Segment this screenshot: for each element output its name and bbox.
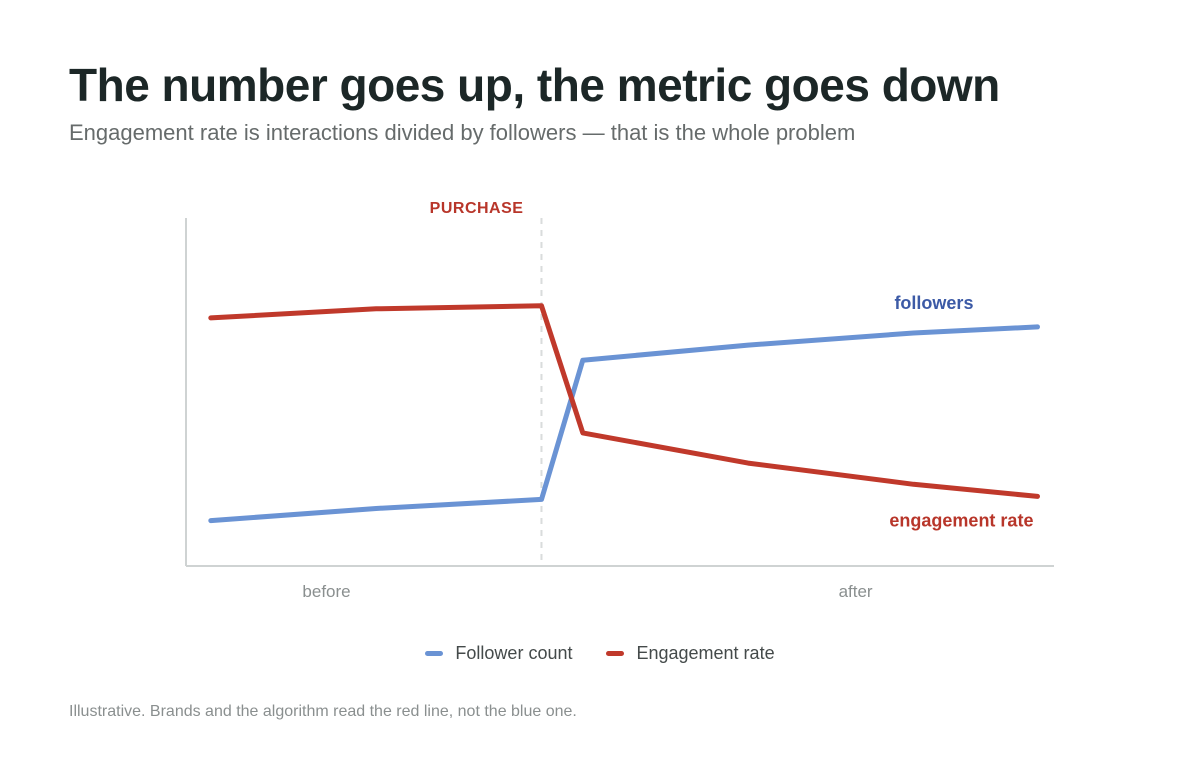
series-label-followers: followers	[894, 293, 973, 313]
legend-swatch-engagement	[606, 651, 625, 656]
chart-title: The number goes up, the metric goes down	[69, 59, 1000, 111]
series-line-engagement-rate	[208, 303, 1040, 499]
legend-label-followers: Follower count	[455, 643, 573, 663]
x-axis-label-after: after	[839, 582, 873, 601]
legend-item-engagement: Engagement rate	[606, 643, 775, 664]
footnote: Illustrative. Brands and the algorithm r…	[69, 703, 577, 720]
series-line-followers	[208, 324, 1040, 524]
legend-swatch-followers	[425, 651, 444, 656]
purchase-marker-label: PURCHASE	[430, 200, 524, 217]
chart-legend: Follower count Engagement rate	[0, 643, 1200, 664]
chart-subtitle: Engagement rate is interactions divided …	[69, 120, 856, 145]
legend-label-engagement: Engagement rate	[636, 643, 775, 663]
legend-item-followers: Follower count	[425, 643, 572, 664]
x-axis-label-before: before	[302, 582, 350, 601]
series-label-engagement-rate: engagement rate	[889, 510, 1033, 530]
